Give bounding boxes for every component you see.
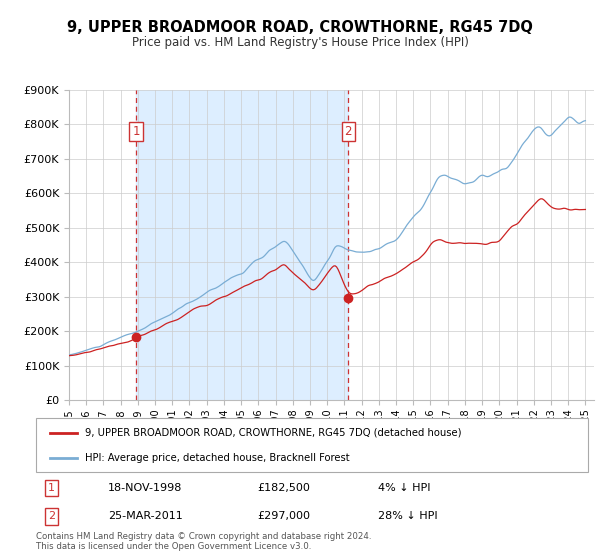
Text: 1: 1 bbox=[132, 125, 140, 138]
Text: 18-NOV-1998: 18-NOV-1998 bbox=[108, 483, 182, 493]
Text: £182,500: £182,500 bbox=[257, 483, 310, 493]
Text: 25-MAR-2011: 25-MAR-2011 bbox=[108, 511, 182, 521]
Text: Contains HM Land Registry data © Crown copyright and database right 2024.
This d: Contains HM Land Registry data © Crown c… bbox=[36, 532, 371, 552]
Text: 9, UPPER BROADMOOR ROAD, CROWTHORNE, RG45 7DQ: 9, UPPER BROADMOOR ROAD, CROWTHORNE, RG4… bbox=[67, 20, 533, 35]
FancyBboxPatch shape bbox=[36, 418, 588, 472]
Text: 28% ↓ HPI: 28% ↓ HPI bbox=[378, 511, 438, 521]
Text: 9, UPPER BROADMOOR ROAD, CROWTHORNE, RG45 7DQ (detached house): 9, UPPER BROADMOOR ROAD, CROWTHORNE, RG4… bbox=[85, 428, 461, 438]
Text: 1: 1 bbox=[48, 483, 55, 493]
Bar bbox=[136, 90, 349, 400]
Text: £297,000: £297,000 bbox=[257, 511, 310, 521]
Text: 2: 2 bbox=[344, 125, 352, 138]
Text: Price paid vs. HM Land Registry's House Price Index (HPI): Price paid vs. HM Land Registry's House … bbox=[131, 36, 469, 49]
Text: 2: 2 bbox=[48, 511, 55, 521]
Text: 4% ↓ HPI: 4% ↓ HPI bbox=[378, 483, 431, 493]
Text: HPI: Average price, detached house, Bracknell Forest: HPI: Average price, detached house, Brac… bbox=[85, 453, 349, 463]
